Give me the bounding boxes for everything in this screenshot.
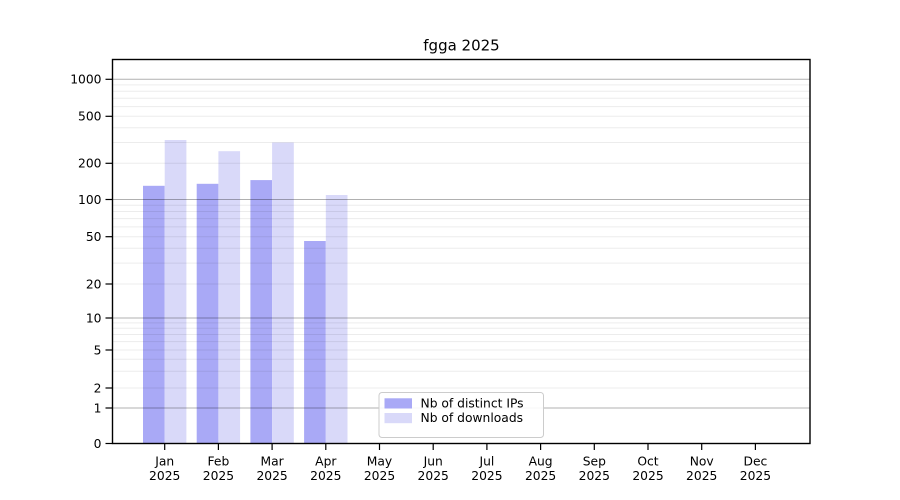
x-tick-label-month: Jan: [154, 455, 174, 469]
x-tick-label-year: 2025: [149, 469, 180, 483]
x-tick-label-month: Dec: [744, 455, 768, 469]
legend-box: [378, 392, 544, 438]
x-tick-label-year: 2025: [256, 469, 287, 483]
x-tick-label-year: 2025: [471, 469, 502, 483]
legend-swatch-distinct-ips: [384, 398, 412, 409]
bar-apr-downloads: [325, 195, 348, 444]
x-tick-label-year: 2025: [632, 469, 663, 483]
bar-jan-distinct-ips: [143, 185, 165, 444]
bars-layer: [143, 140, 348, 444]
x-tick-label-month: Feb: [208, 455, 230, 469]
ticks-layer: [105, 78, 757, 450]
x-tick-label-year: 2025: [740, 469, 771, 483]
x-tick-label-month: Sep: [583, 455, 606, 469]
axis-labels-layer: 01251020501002005001000Jan2025Feb2025Mar…: [70, 73, 771, 483]
y-tick-label: 10: [86, 311, 102, 325]
y-tick-label: 500: [78, 110, 101, 124]
y-tick-label: 1000: [70, 73, 101, 87]
x-tick-label-month: Apr: [315, 455, 337, 469]
legend-label-distinct-ips: Nb of distinct IPs: [421, 397, 524, 411]
x-tick-label-year: 2025: [418, 469, 449, 483]
legend-swatch-downloads: [384, 413, 412, 424]
x-tick-label-year: 2025: [579, 469, 610, 483]
bar-feb-downloads: [218, 151, 241, 444]
y-tick-label: 20: [86, 277, 102, 291]
x-tick-label-month: Aug: [529, 455, 553, 469]
legend-label-downloads: Nb of downloads: [421, 411, 524, 425]
plot-frame: [111, 58, 811, 445]
x-tick-label-month: Jun: [423, 455, 443, 469]
y-tick-label: 1: [94, 401, 102, 415]
x-tick-label-month: Mar: [260, 455, 284, 469]
axes-frame: [111, 58, 811, 445]
y-tick-label: 200: [78, 157, 101, 171]
x-tick-label-month: May: [367, 455, 392, 469]
x-tick-label-year: 2025: [364, 469, 395, 483]
x-tick-label-month: Nov: [690, 455, 714, 469]
bar-apr-distinct-ips: [304, 241, 326, 444]
x-tick-label-year: 2025: [310, 469, 341, 483]
chart-title: fgga 2025: [423, 37, 499, 55]
x-tick-label-year: 2025: [203, 469, 234, 483]
bar-feb-distinct-ips: [196, 183, 219, 444]
y-tick-label: 50: [86, 230, 102, 244]
bar-jan-downloads: [164, 140, 187, 444]
x-tick-label-year: 2025: [525, 469, 556, 483]
y-tick-label: 0: [94, 437, 102, 451]
bar-mar-downloads: [272, 142, 294, 444]
x-tick-label-year: 2025: [686, 469, 717, 483]
y-tick-label: 2: [94, 381, 102, 395]
y-tick-label: 5: [94, 343, 102, 357]
x-tick-label-month: Jul: [478, 455, 494, 469]
bar-mar-distinct-ips: [250, 180, 273, 444]
y-tick-label: 100: [78, 193, 101, 207]
x-tick-label-month: Oct: [637, 455, 658, 469]
